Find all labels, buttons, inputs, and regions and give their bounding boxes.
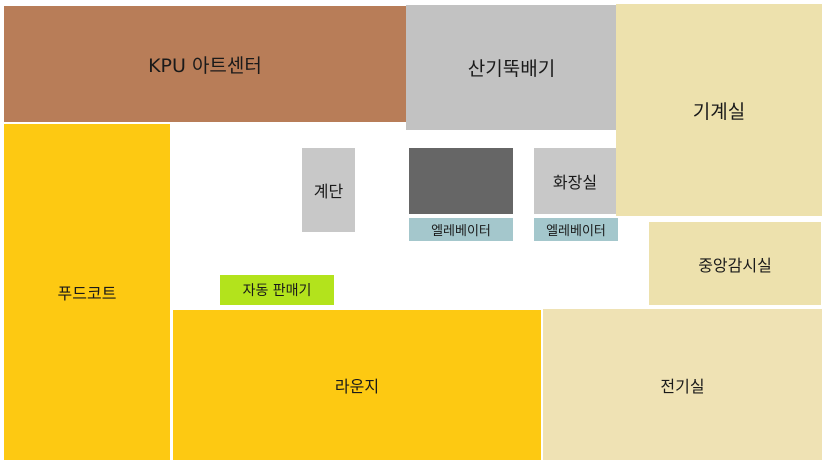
room-stairs[interactable]: 계단	[302, 148, 355, 232]
room-foodcourt[interactable]: 푸드코트	[4, 124, 170, 460]
room-kpu-art-center[interactable]: KPU 아트센터	[4, 6, 406, 122]
room-label-foodcourt: 푸드코트	[57, 284, 117, 303]
room-label-art-center: KPU 아트센터	[148, 54, 262, 77]
room-central-control[interactable]: 중앙감시실	[649, 222, 821, 305]
room-electrical[interactable]: 전기실	[543, 309, 822, 460]
room-label-electric: 전기실	[660, 376, 705, 396]
room-label-restroom: 화장실	[552, 173, 598, 192]
vending-machine[interactable]: 자동 판매기	[220, 275, 334, 305]
room-label-lounge: 라운지	[334, 377, 380, 396]
room-label-stairs: 계단	[313, 182, 344, 201]
room-machine[interactable]: 기계실	[616, 4, 822, 216]
room-label-machine: 기계실	[692, 100, 746, 123]
vending-machine-label: 자동 판매기	[242, 283, 312, 299]
elevator-2-label: 엘레베이터	[546, 224, 606, 239]
room-label-control: 중앙감시실	[698, 255, 772, 275]
elevator-1-label: 엘레베이터	[431, 224, 491, 239]
room-label-sangi: 산기뚝배기	[467, 58, 556, 80]
room-lounge[interactable]: 라운지	[173, 310, 541, 460]
elevator-2[interactable]: 엘레베이터	[534, 218, 618, 241]
room-sangi-ttukbaegi[interactable]: 산기뚝배기	[406, 5, 617, 130]
elevator-shaft	[409, 148, 513, 214]
elevator-1[interactable]: 엘레베이터	[409, 218, 513, 241]
room-restroom[interactable]: 화장실	[534, 148, 616, 214]
